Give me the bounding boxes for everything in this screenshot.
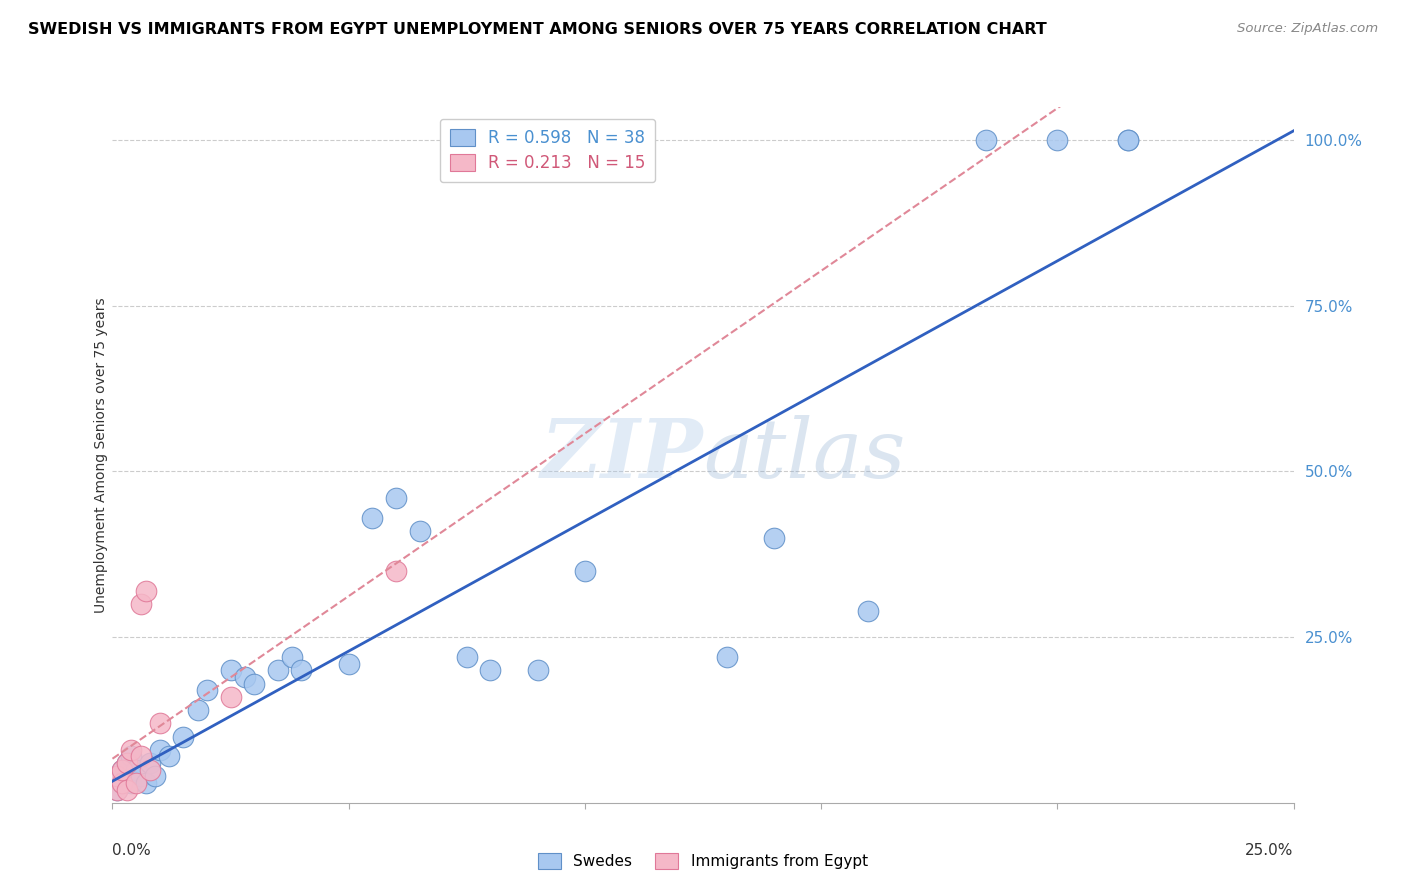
- Point: [1116, 133, 1139, 147]
- Point: [115, 756, 138, 770]
- Point: [120, 749, 142, 764]
- Text: Source: ZipAtlas.com: Source: ZipAtlas.com: [1237, 22, 1378, 36]
- Y-axis label: Unemployment Among Seniors over 75 years: Unemployment Among Seniors over 75 years: [94, 297, 108, 613]
- Point: [281, 650, 304, 665]
- Point: [233, 670, 256, 684]
- Point: [290, 663, 312, 677]
- Point: [172, 730, 194, 744]
- Point: [139, 763, 162, 777]
- Point: [186, 703, 208, 717]
- Point: [135, 776, 157, 790]
- Point: [139, 756, 162, 770]
- Point: [219, 663, 242, 677]
- Point: [337, 657, 360, 671]
- Text: 0.0%: 0.0%: [112, 843, 152, 858]
- Point: [125, 763, 148, 777]
- Point: [135, 583, 157, 598]
- Text: SWEDISH VS IMMIGRANTS FROM EGYPT UNEMPLOYMENT AMONG SENIORS OVER 75 YEARS CORREL: SWEDISH VS IMMIGRANTS FROM EGYPT UNEMPLO…: [28, 22, 1047, 37]
- Point: [105, 769, 128, 783]
- Text: ZIP: ZIP: [540, 415, 703, 495]
- Point: [243, 676, 266, 690]
- Text: 25.0%: 25.0%: [1246, 843, 1294, 858]
- Point: [115, 782, 138, 797]
- Point: [129, 749, 152, 764]
- Point: [105, 782, 128, 797]
- Point: [408, 524, 430, 538]
- Point: [149, 743, 172, 757]
- Point: [858, 604, 880, 618]
- Point: [456, 650, 478, 665]
- Point: [120, 776, 142, 790]
- Point: [129, 769, 152, 783]
- Point: [105, 782, 128, 797]
- Point: [1116, 133, 1139, 147]
- Point: [976, 133, 998, 147]
- Point: [385, 564, 408, 578]
- Point: [361, 511, 384, 525]
- Point: [267, 663, 290, 677]
- Point: [157, 749, 180, 764]
- Point: [574, 564, 596, 578]
- Point: [115, 769, 138, 783]
- Point: [120, 743, 142, 757]
- Point: [111, 776, 134, 790]
- Point: [129, 597, 152, 611]
- Point: [385, 491, 408, 505]
- Point: [716, 650, 738, 665]
- Point: [195, 683, 218, 698]
- Point: [219, 690, 242, 704]
- Point: [125, 776, 148, 790]
- Point: [526, 663, 548, 677]
- Point: [115, 756, 138, 770]
- Point: [111, 763, 134, 777]
- Point: [149, 716, 172, 731]
- Point: [1046, 133, 1069, 147]
- Point: [111, 763, 134, 777]
- Point: [479, 663, 502, 677]
- Text: atlas: atlas: [703, 415, 905, 495]
- Point: [143, 769, 166, 783]
- Legend: Swedes, Immigrants from Egypt: Swedes, Immigrants from Egypt: [533, 847, 873, 875]
- Point: [762, 531, 785, 545]
- Point: [111, 776, 134, 790]
